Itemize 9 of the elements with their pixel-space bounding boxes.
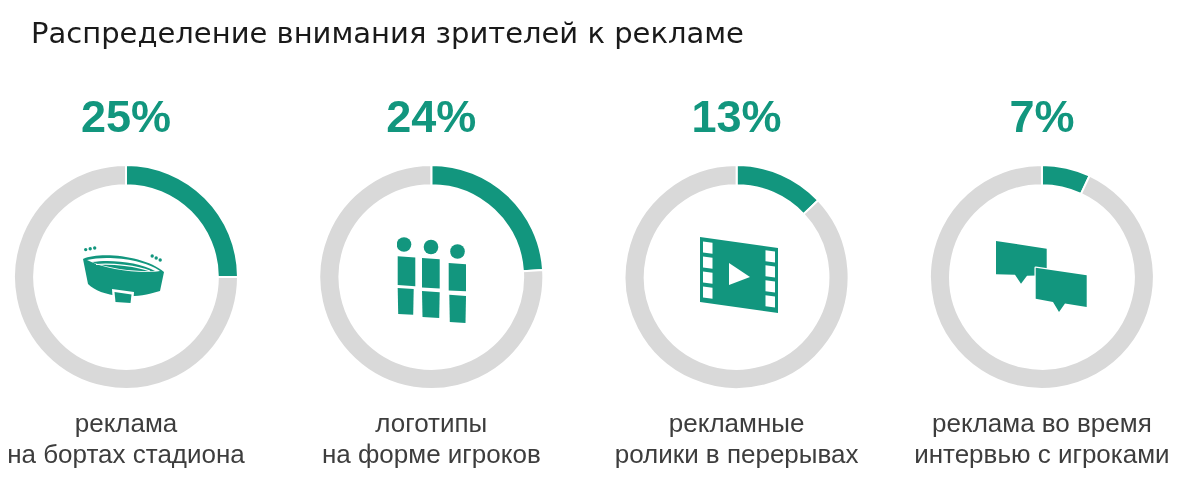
- data-label: 24%: [386, 91, 477, 142]
- text: логотипы на форме игроков: [321, 408, 541, 469]
- data-label: 7%: [1009, 91, 1075, 142]
- text: Распределение внимания зрителей к рекламе: [31, 15, 744, 51]
- data-label: 13%: [691, 91, 782, 142]
- text: реклама на бортах стадиона: [7, 408, 246, 469]
- text: реклама во время интервью с игроками: [914, 408, 1170, 469]
- text: рекламные ролики в перерывах: [614, 408, 859, 469]
- data-label: 25%: [80, 91, 172, 142]
